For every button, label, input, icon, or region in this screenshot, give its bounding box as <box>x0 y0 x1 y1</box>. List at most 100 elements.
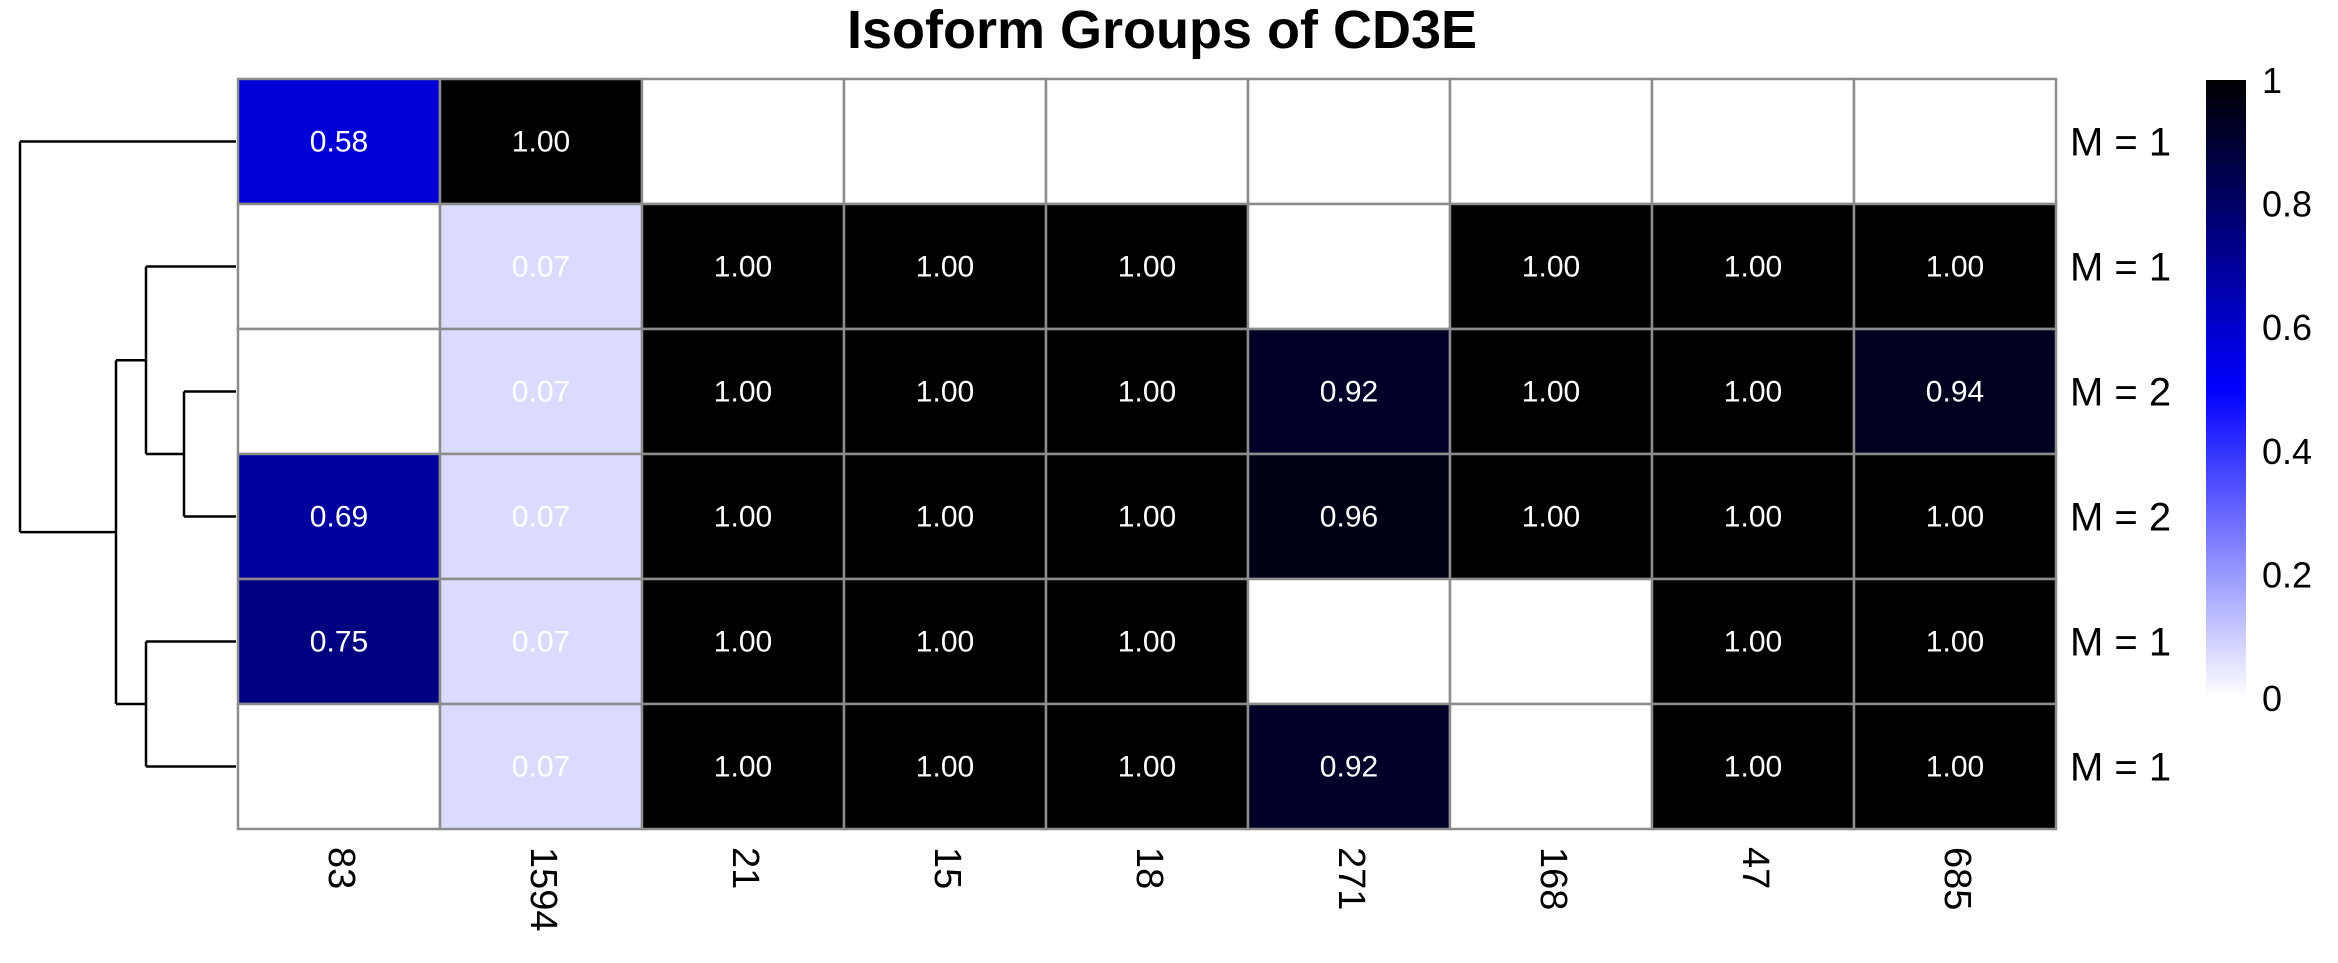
heatmap-cell <box>236 327 442 456</box>
color-legend: 0 0.2 0.4 0.6 0.8 1 <box>2206 60 2312 719</box>
heatmap-cell <box>1246 327 1452 456</box>
column-label: 168 <box>1532 847 1574 910</box>
cell-value-label: 0.07 <box>512 376 570 409</box>
cell-value-label: 0.07 <box>512 251 570 284</box>
row-label: M = 1 <box>2070 746 2171 790</box>
cell-value-label: 0.75 <box>310 626 368 659</box>
heatmap-cell <box>842 452 1048 581</box>
heatmap-cell <box>1246 577 1452 706</box>
cell-value-label: 1.00 <box>512 126 570 159</box>
heatmap-cell <box>842 327 1048 456</box>
heatmap-cell <box>640 327 846 456</box>
heatmap-cell <box>438 327 644 456</box>
row-label: M = 1 <box>2070 121 2171 165</box>
cell-value-label: 0.69 <box>310 501 368 534</box>
column-label: 15 <box>926 847 968 889</box>
heatmap-cell <box>640 202 846 331</box>
legend-tick-label: 0.8 <box>2262 184 2312 225</box>
cell-value-label: 1.00 <box>714 626 772 659</box>
heatmap-cell <box>1852 77 2058 206</box>
legend-tick-label: 0 <box>2262 678 2282 719</box>
heatmap-cell <box>842 77 1048 206</box>
cell-value-label: 1.00 <box>1926 501 1984 534</box>
row-label: M = 1 <box>2070 246 2171 290</box>
cell-value-label: 1.00 <box>916 376 974 409</box>
column-label: 685 <box>1936 847 1978 910</box>
cell-value-label: 1.00 <box>1118 751 1176 784</box>
legend-tick-label: 0.4 <box>2262 431 2312 472</box>
cell-value-label: 1.00 <box>916 751 974 784</box>
column-label: 83 <box>320 847 362 889</box>
cell-value-label: 1.00 <box>1522 501 1580 534</box>
heatmap-cell <box>1650 702 1856 831</box>
cell-value-label: 1.00 <box>714 501 772 534</box>
heatmap-cell <box>1448 577 1654 706</box>
color-legend-bar <box>2206 80 2246 698</box>
cell-value-label: 1.00 <box>1118 376 1176 409</box>
cell-value-label: 1.00 <box>916 501 974 534</box>
column-labels: 83 1594 21 15 18 271 168 47 685 <box>320 847 1978 932</box>
heatmap-cell <box>640 77 846 206</box>
cell-value-label: 1.00 <box>1926 626 1984 659</box>
cell-value-label: 1.00 <box>714 376 772 409</box>
heatmap-cell <box>1852 327 2058 456</box>
heatmap-cell <box>236 702 442 831</box>
heatmap-cell <box>1852 702 2058 831</box>
cell-value-label: 0.92 <box>1320 376 1378 409</box>
heatmap-cells <box>236 77 2058 831</box>
heatmap-cell <box>1044 702 1250 831</box>
heatmap-cell <box>1650 202 1856 331</box>
heatmap-cell <box>1852 452 2058 581</box>
heatmap-cell <box>842 702 1048 831</box>
heatmap-cell <box>1246 202 1452 331</box>
column-label: 1594 <box>522 847 564 932</box>
heatmap-cell <box>842 577 1048 706</box>
legend-tick-label: 0.2 <box>2262 554 2312 595</box>
cell-value-label: 0.96 <box>1320 501 1378 534</box>
heatmap-cell <box>1852 202 2058 331</box>
column-label: 47 <box>1734 847 1776 889</box>
heatmap-cell <box>1448 452 1654 581</box>
row-label: M = 2 <box>2070 496 2171 540</box>
heatmap-cell <box>1448 202 1654 331</box>
heatmap-cell <box>1852 577 2058 706</box>
column-label: 271 <box>1330 847 1372 910</box>
cell-value-label: 1.00 <box>1926 251 1984 284</box>
cell-value-label: 1.00 <box>1724 376 1782 409</box>
row-label: M = 2 <box>2070 371 2171 415</box>
heatmap-cell <box>438 577 644 706</box>
heatmap-cell <box>1650 577 1856 706</box>
heatmap-cell <box>1448 77 1654 206</box>
heatmap-cell <box>640 452 846 581</box>
cell-value-label: 1.00 <box>916 626 974 659</box>
cell-value-label: 0.07 <box>512 751 570 784</box>
cell-value-label: 0.07 <box>512 501 570 534</box>
heatmap-cell-labels: 0.58 1.00 0.07 1.00 1.00 1.00 1.00 1.00 1.00 0.07… <box>310 126 1984 784</box>
column-label: 21 <box>724 847 766 889</box>
cell-value-label: 0.07 <box>512 626 570 659</box>
cell-value-label: 1.00 <box>1724 501 1782 534</box>
cell-value-label: 1.00 <box>1724 751 1782 784</box>
cell-value-label: 1.00 <box>1522 376 1580 409</box>
row-dendrogram <box>18 140 236 768</box>
cell-value-label: 0.92 <box>1320 751 1378 784</box>
heatmap-cell <box>1448 327 1654 456</box>
cell-value-label: 1.00 <box>1724 251 1782 284</box>
cell-value-label: 1.00 <box>1926 751 1984 784</box>
chart-title: Isoform Groups of CD3E <box>847 0 1477 60</box>
heatmap-cell <box>1448 702 1654 831</box>
cell-value-label: 1.00 <box>714 251 772 284</box>
cell-value-label: 1.00 <box>916 251 974 284</box>
heatmap-cell <box>236 452 442 581</box>
legend-tick-label: 0.6 <box>2262 307 2312 348</box>
cell-value-label: 1.00 <box>1118 501 1176 534</box>
heatmap-cell <box>1246 77 1452 206</box>
heatmap-cell <box>1246 452 1452 581</box>
heatmap-cell <box>1044 327 1250 456</box>
heatmap-cell <box>236 202 442 331</box>
column-label: 18 <box>1128 847 1170 889</box>
row-labels: M = 1 M = 1 M = 2 M = 2 M = 1 M = 1 <box>2070 121 2171 790</box>
cell-value-label: 1.00 <box>1522 251 1580 284</box>
heatmap-cell <box>438 452 644 581</box>
